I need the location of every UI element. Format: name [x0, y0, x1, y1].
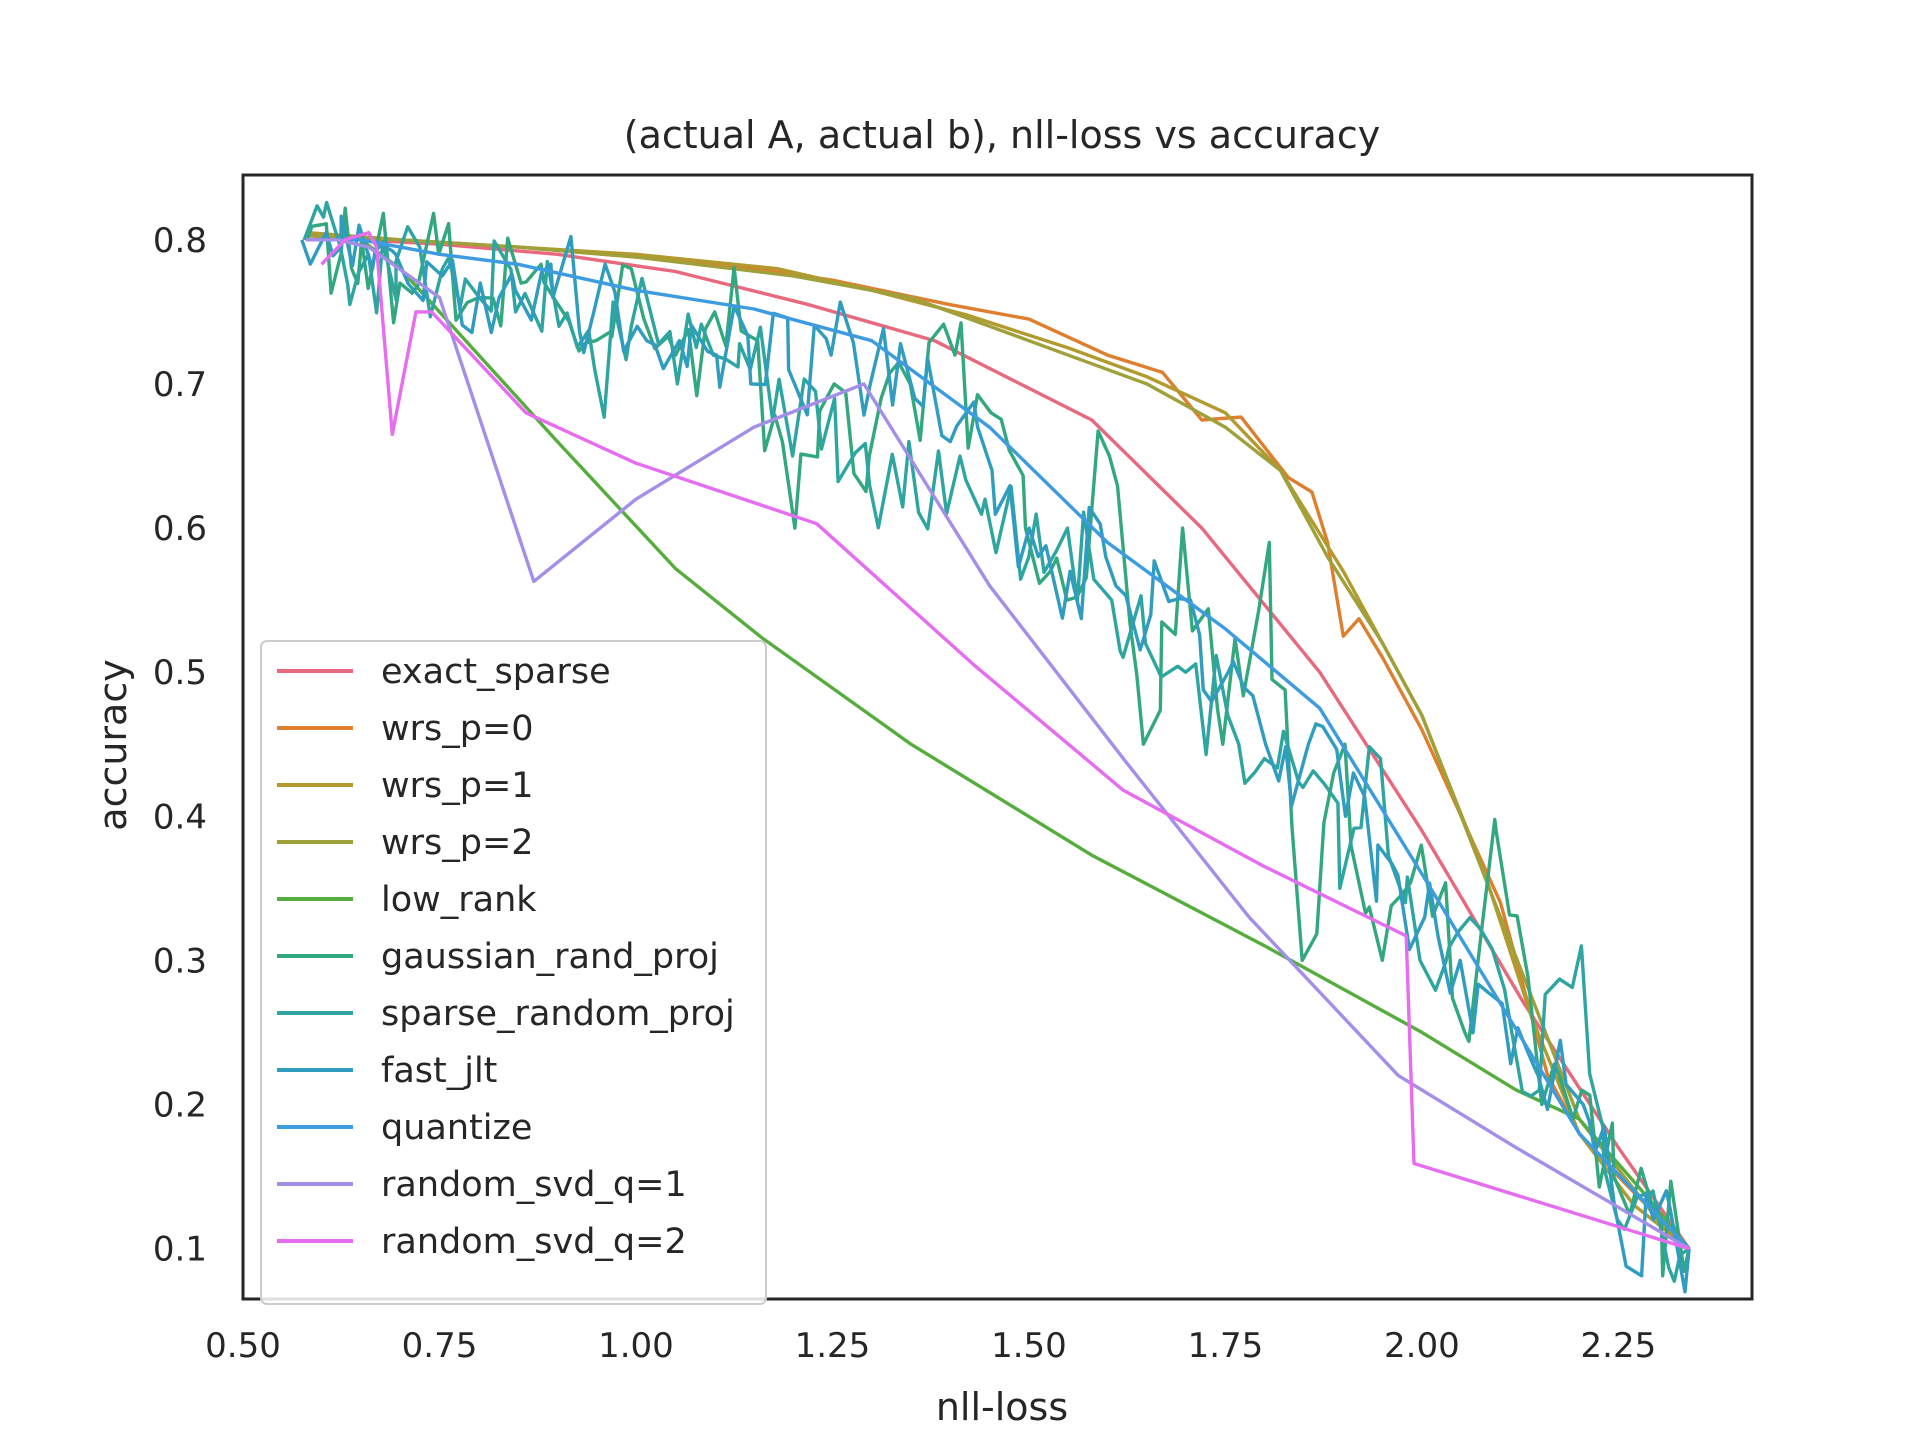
x-tick-label: 2.00 — [1384, 1326, 1460, 1366]
x-tick-label: 1.75 — [1188, 1326, 1264, 1366]
y-tick-label: 0.5 — [153, 653, 207, 693]
chart-title: (actual A, actual b), nll-loss vs accura… — [624, 113, 1380, 157]
x-tick-label: 0.75 — [402, 1326, 478, 1366]
x-tick-label: 1.25 — [795, 1326, 871, 1366]
series-line-gaussian-rand-proj — [305, 206, 1691, 1278]
series-line-wrs-p-2 — [305, 233, 1691, 1250]
series-line-wrs-p-1 — [305, 230, 1691, 1250]
legend-entry: wrs_p=0 — [381, 709, 534, 749]
series-line-quantize — [305, 238, 1691, 1250]
x-tick-label: 1.50 — [991, 1326, 1067, 1366]
y-tick-label: 0.4 — [153, 797, 207, 837]
plot-area-frame — [241, 173, 1754, 1301]
x-tick-label: 0.50 — [205, 1326, 281, 1366]
legend: exact_sparse wrs_p=0 wrs_p=1 wrs_p=2 low_ran… — [260, 640, 767, 1305]
series-line-random-svd-q-2 — [320, 230, 1690, 1251]
legend-entry: exact_sparse — [381, 652, 611, 692]
series-line-random-svd-q-1 — [305, 238, 1690, 1251]
x-axis-label: nll-loss — [936, 1385, 1068, 1429]
legend-entry: wrs_p=2 — [381, 823, 534, 863]
legend-entry: quantize — [381, 1108, 532, 1148]
legend-entry: wrs_p=1 — [381, 766, 534, 806]
legend-box — [260, 640, 767, 1305]
y-tick-label: 0.3 — [153, 941, 207, 981]
y-tick-label: 0.1 — [153, 1230, 207, 1270]
legend-entry: sparse_random_proj — [381, 994, 735, 1034]
y-tick-label: 0.8 — [153, 221, 207, 261]
legend-entry: random_svd_q=1 — [381, 1165, 687, 1205]
legend-entry: low_rank — [381, 880, 537, 920]
legend-entry: random_svd_q=2 — [381, 1222, 687, 1262]
series-line-wrs-p-0 — [305, 230, 1691, 1250]
x-tick-label: 2.25 — [1581, 1326, 1657, 1366]
series-line-exact-sparse — [305, 233, 1691, 1250]
legend-entry: gaussian_rand_proj — [381, 937, 719, 977]
y-tick-label: 0.2 — [153, 1085, 207, 1125]
y-axis-label: accuracy — [91, 659, 135, 830]
y-tick-label: 0.6 — [153, 509, 207, 549]
series-line-fast-jlt — [300, 214, 1691, 1294]
y-tick-label: 0.7 — [153, 365, 207, 405]
x-tick-label: 1.00 — [598, 1326, 674, 1366]
legend-entry: fast_jlt — [381, 1051, 497, 1091]
